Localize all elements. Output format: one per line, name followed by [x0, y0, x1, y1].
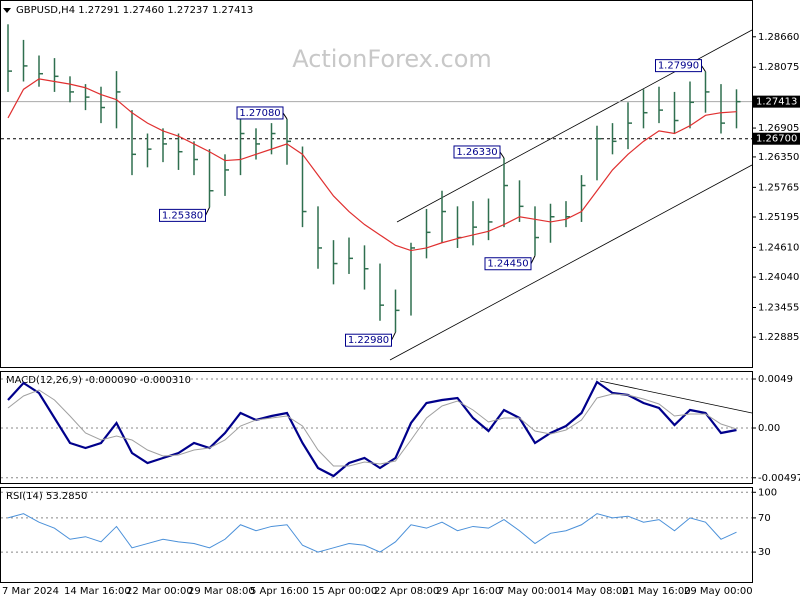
x-tick-label: 7 May 00:00: [498, 586, 560, 597]
annotation-box: [655, 59, 702, 73]
annotation-box: [159, 208, 206, 222]
x-tick-label: 29 Apr 16:00: [436, 586, 501, 597]
annotation-box: [236, 106, 284, 120]
y-tick-label: 30: [758, 547, 771, 558]
y-tick-label: 70: [758, 513, 771, 524]
annotation-label: 1.26330: [456, 147, 497, 158]
annotation-leader: [282, 112, 288, 120]
x-tick-label: 22 Mar 00:00: [126, 586, 193, 597]
main-panel: [0, 0, 753, 368]
x-tick-label: 14 May 08:00: [560, 586, 629, 597]
price-label-box: [752, 95, 800, 108]
y-tick-label: 0.0049: [758, 374, 793, 385]
annotation-leader: [701, 65, 706, 72]
watermark: ActionForex.com: [292, 45, 492, 73]
annotation-label: 1.25380: [162, 210, 203, 221]
menu-arrow: [3, 8, 11, 13]
y-tick-label: 100: [758, 487, 777, 498]
annotation-box: [345, 333, 392, 347]
line: [7, 513, 737, 553]
y-tick-label: 1.25765: [758, 182, 799, 193]
annotation-leader: [205, 207, 210, 216]
y-tick-label: 1.24610: [758, 242, 799, 253]
annotation-label: 1.22980: [348, 335, 389, 346]
annotation-box: [484, 257, 532, 271]
y-tick-label: 1.28660: [758, 32, 799, 43]
y-tick-label: 1.26905: [758, 123, 799, 134]
line: [7, 78, 737, 252]
y-tick-label: 1.24040: [758, 272, 799, 283]
y-tick-label: 0.00: [758, 423, 780, 434]
x-tick-label: 14 Mar 16:00: [64, 586, 131, 597]
y-tick-label: 1.26350: [758, 152, 799, 163]
x-tick-label: 29 May 00:00: [684, 586, 753, 597]
price-label: 1.26700: [756, 134, 797, 145]
y-tick-label: 1.23455: [758, 302, 799, 313]
y-tick-label: 1.28075: [758, 62, 799, 73]
annotation-leader: [530, 255, 536, 264]
x-tick-label: 7 Mar 2024: [2, 586, 59, 597]
annotation-label: 1.27990: [658, 61, 699, 72]
x-tick-label: 15 Apr 00:00: [312, 586, 377, 597]
chart-title: GBPUSD,H4 1.27291 1.27460 1.27237 1.2741…: [16, 5, 253, 16]
channel-bottom: [389, 164, 753, 361]
rsi-title: RSI(14) 53.2850: [6, 491, 87, 502]
annotation-leader: [391, 331, 396, 341]
rsi-panel: [0, 487, 753, 583]
x-tick-label: 5 Apr 16:00: [250, 586, 309, 597]
line: [7, 380, 737, 478]
price-label: 1.27413: [756, 97, 797, 108]
x-tick-label: 22 Apr 08:00: [374, 586, 439, 597]
annotation-label: 1.24450: [487, 259, 528, 270]
annotation-leader: [499, 151, 505, 159]
macd-title: MACD(12,26,9) -0.000090 -0.000310: [6, 375, 191, 386]
macd-trendline: [599, 380, 753, 414]
annotation-box: [453, 145, 501, 159]
x-tick-label: 21 May 16:00: [622, 586, 691, 597]
x-tick-label: 29 Mar 08:00: [188, 586, 255, 597]
line: [7, 389, 737, 467]
price-label-box: [752, 132, 800, 145]
y-tick-label: 1.25195: [758, 212, 799, 223]
annotation-label: 1.27080: [239, 108, 280, 119]
y-tick-label: 1.22885: [758, 332, 799, 343]
y-tick-label: -0.004978: [758, 473, 800, 484]
